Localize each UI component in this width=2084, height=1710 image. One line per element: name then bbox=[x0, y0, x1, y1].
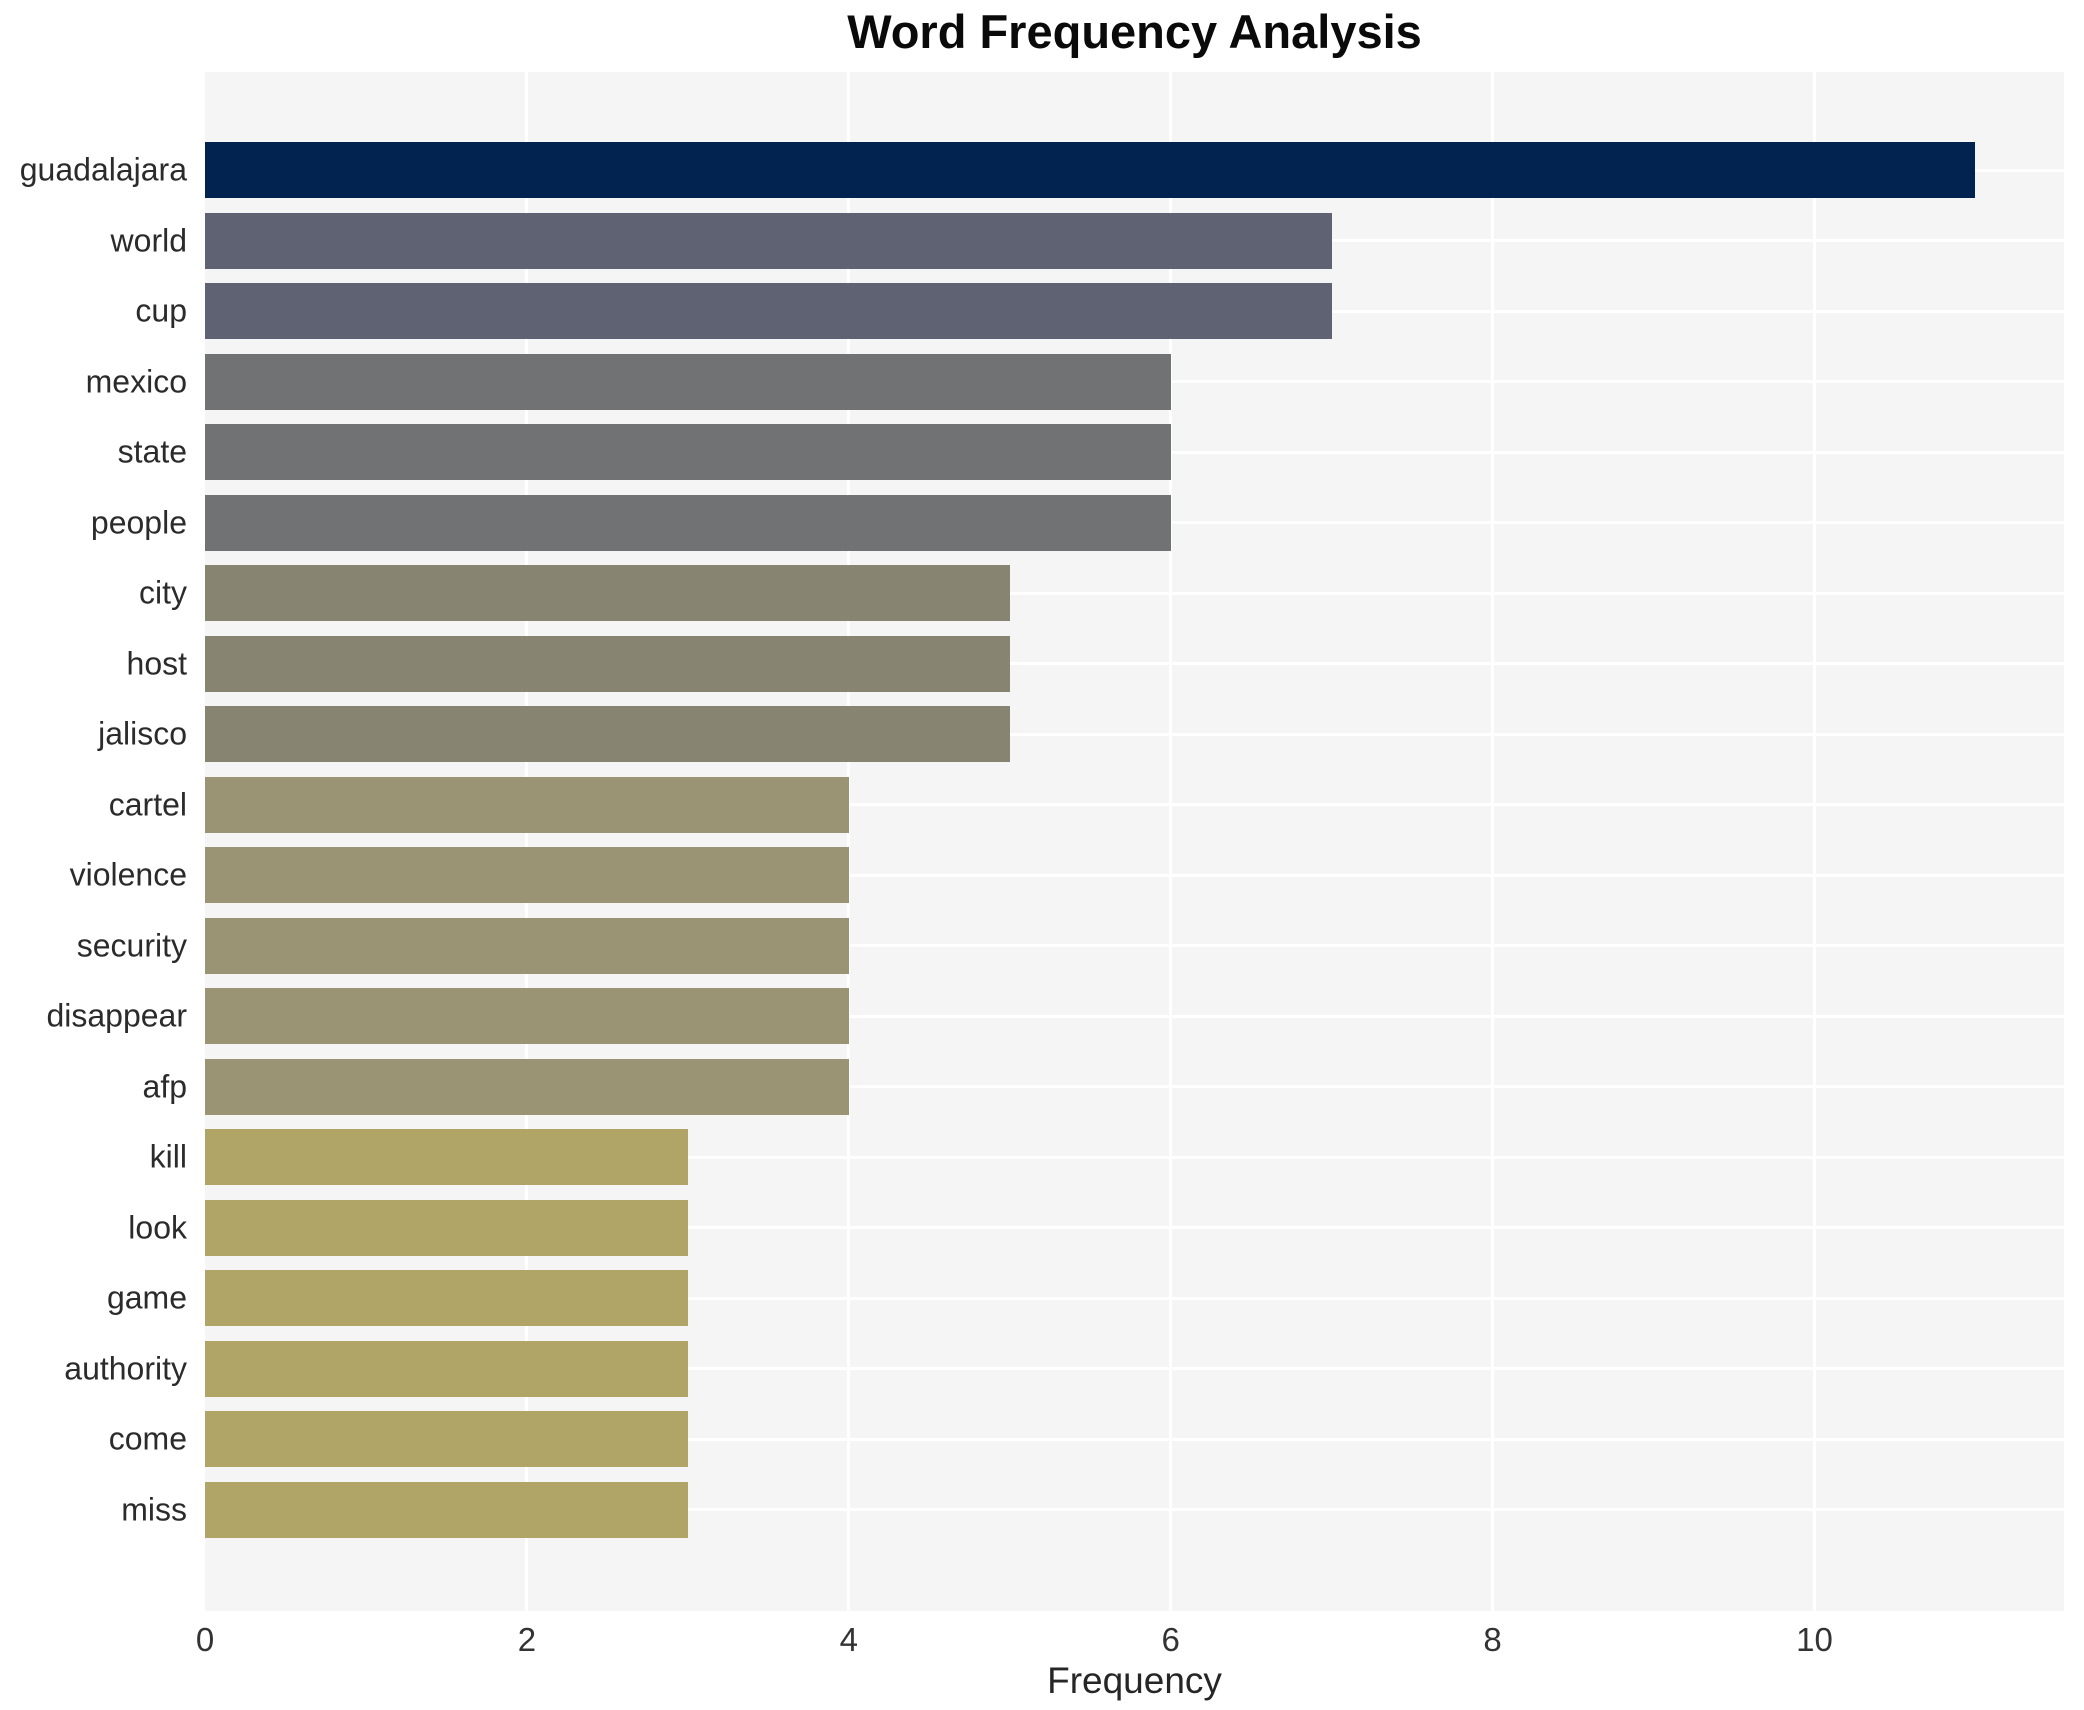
y-axis-label: come bbox=[108, 1420, 187, 1457]
chart-title: Word Frequency Analysis bbox=[847, 5, 1422, 58]
y-axis-label: guadalajara bbox=[19, 151, 187, 188]
gridline-horizontal bbox=[205, 1508, 2064, 1512]
gridline-horizontal bbox=[205, 1296, 2064, 1300]
bar-cartel bbox=[205, 776, 849, 833]
x-axis-title: Frequency bbox=[1047, 1660, 1222, 1701]
gridline-vertical bbox=[1813, 72, 1817, 1611]
plot-area bbox=[205, 72, 2064, 1611]
gridline-horizontal bbox=[205, 732, 2064, 736]
y-axis-label: look bbox=[128, 1209, 187, 1246]
gridline-horizontal bbox=[205, 1367, 2064, 1371]
y-axis-label: security bbox=[76, 927, 187, 964]
y-axis-label: kill bbox=[149, 1138, 187, 1175]
bar-world bbox=[205, 212, 1332, 269]
y-axis-labels: guadalajara world cup mexico state people city… bbox=[0, 72, 187, 1611]
y-axis-label: host bbox=[126, 645, 187, 682]
y-axis-label: violence bbox=[69, 856, 187, 893]
bar-host bbox=[205, 635, 1010, 692]
bar-kill bbox=[205, 1129, 688, 1186]
bar-miss bbox=[205, 1481, 688, 1538]
y-axis-label: cartel bbox=[108, 786, 187, 823]
gridline-horizontal bbox=[205, 1226, 2064, 1230]
gridline-horizontal bbox=[205, 803, 2064, 807]
gridline-horizontal bbox=[205, 1085, 2064, 1089]
bar-look bbox=[205, 1199, 688, 1256]
y-axis-label: miss bbox=[121, 1491, 187, 1528]
bar-afp bbox=[205, 1058, 849, 1115]
bar-jalisco bbox=[205, 706, 1010, 763]
y-axis-label: cup bbox=[135, 292, 187, 329]
gridline-vertical bbox=[525, 72, 529, 1611]
y-axis-label: mexico bbox=[85, 363, 187, 400]
gridline-vertical bbox=[1169, 72, 1173, 1611]
x-tick-label: 10 bbox=[1796, 1621, 1833, 1658]
gridline-horizontal bbox=[205, 591, 2064, 595]
bar-cup bbox=[205, 283, 1332, 340]
gridline-vertical bbox=[847, 72, 851, 1611]
y-axis-label: world bbox=[110, 222, 187, 259]
gridline-vertical bbox=[1491, 72, 1495, 1611]
x-tick-label: 4 bbox=[839, 1621, 858, 1658]
bar-violence bbox=[205, 847, 849, 904]
bar-authority bbox=[205, 1340, 688, 1397]
bar-security bbox=[205, 917, 849, 974]
gridline-horizontal bbox=[205, 1155, 2064, 1159]
gridline-horizontal bbox=[205, 873, 2064, 877]
x-tick-label: 6 bbox=[1161, 1621, 1180, 1658]
y-axis-label: state bbox=[117, 433, 187, 470]
x-tick-label: 8 bbox=[1483, 1621, 1502, 1658]
gridline-horizontal bbox=[205, 662, 2064, 666]
bar-guadalajara bbox=[205, 142, 1976, 199]
gridline-horizontal bbox=[205, 1014, 2064, 1018]
y-axis-label: game bbox=[106, 1279, 187, 1316]
y-axis-label: jalisco bbox=[98, 715, 187, 752]
bar-state bbox=[205, 424, 1171, 481]
bar-come bbox=[205, 1411, 688, 1468]
bar-disappear bbox=[205, 988, 849, 1045]
x-tick-label: 0 bbox=[195, 1621, 215, 1658]
y-axis-label: disappear bbox=[46, 997, 187, 1034]
gridline-horizontal bbox=[205, 944, 2064, 948]
bar-city bbox=[205, 565, 1010, 622]
y-axis-label: authority bbox=[64, 1350, 187, 1387]
y-axis-label: afp bbox=[142, 1068, 187, 1105]
bar-mexico bbox=[205, 353, 1171, 410]
x-tick-label: 2 bbox=[517, 1621, 537, 1658]
y-axis-label: city bbox=[139, 574, 187, 611]
x-axis-ticks: 0 2 4 6 8 10 bbox=[0, 1621, 2084, 1665]
y-axis-label: people bbox=[90, 504, 187, 541]
bar-people bbox=[205, 494, 1171, 551]
gridline-horizontal bbox=[205, 1437, 2064, 1441]
bar-game bbox=[205, 1270, 688, 1327]
